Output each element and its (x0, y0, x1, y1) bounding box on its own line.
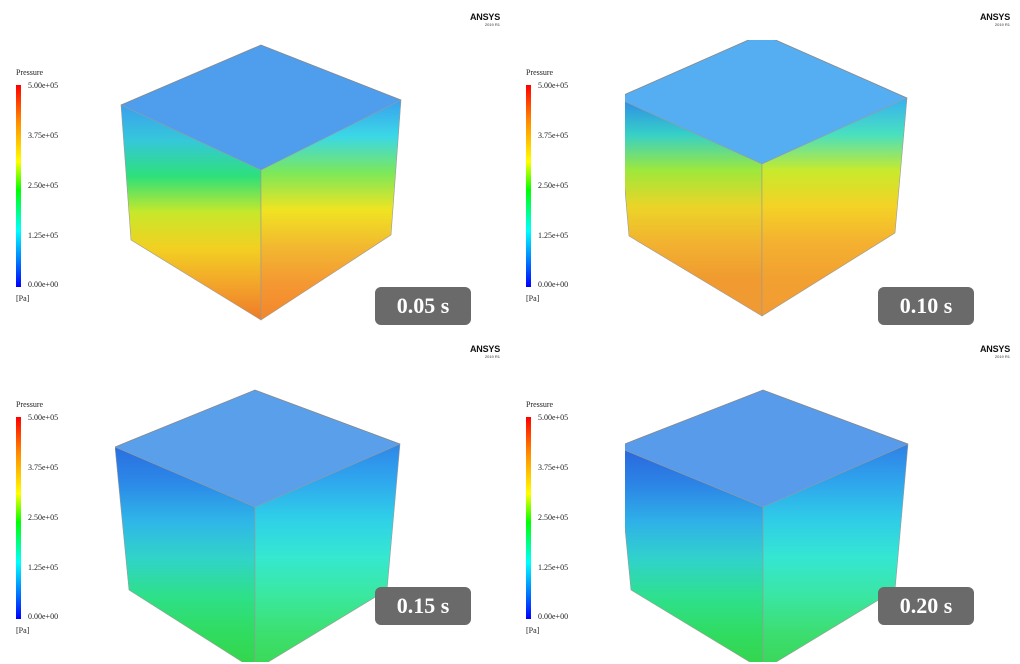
legend-tick: 1.25e+05 (538, 231, 569, 240)
legend-tick: 1.25e+05 (538, 563, 569, 572)
legend-tick: 2.50e+05 (538, 513, 569, 522)
colorbar (526, 417, 531, 619)
contour-panel: ANSYS 2019 R1 Pressure 5.00e+05 3.75e+05… (0, 0, 510, 332)
cube-edges (625, 389, 909, 445)
ansys-logo: ANSYS 2019 R1 (469, 344, 500, 359)
time-badge: 0.10 s (878, 287, 974, 325)
legend-tick: 2.50e+05 (28, 513, 59, 522)
legend-tick: 3.75e+05 (28, 463, 59, 472)
legend-tick: 3.75e+05 (538, 463, 569, 472)
contour-panel: ANSYS 2019 R1 Pressure 5.00e+05 3.75e+05… (0, 332, 510, 664)
legend-tick: 0.00e+00 (538, 612, 569, 621)
cube-edges (120, 44, 402, 106)
cube-left-face (625, 449, 764, 662)
cube-top-face (115, 390, 400, 507)
legend-title: Pressure (16, 68, 44, 77)
legend-tick: 5.00e+05 (28, 413, 59, 422)
legend-title: Pressure (526, 400, 554, 409)
cube-top-face (625, 40, 907, 164)
time-badge: 0.20 s (878, 587, 974, 625)
cube-edges (115, 389, 401, 448)
ansys-logo: ANSYS 2019 R1 (469, 12, 500, 27)
legend-tick: 2.50e+05 (538, 181, 569, 190)
legend-title: Pressure (16, 400, 44, 409)
pressure-legend: Pressure 5.00e+05 3.75e+05 2.50e+05 1.25… (16, 68, 96, 308)
cube-top-face (121, 45, 401, 170)
pressure-cube (625, 389, 909, 662)
legend-tick: 0.00e+00 (538, 280, 569, 289)
cube-left-face (115, 446, 256, 662)
ansys-logo: ANSYS 2019 R1 (979, 12, 1010, 27)
legend-tick: 0.00e+00 (28, 280, 59, 289)
contour-panel: ANSYS 2019 R1 Pressure 5.00e+05 3.75e+05… (510, 0, 1020, 332)
legend-tick: 0.00e+00 (28, 612, 59, 621)
pressure-legend: Pressure 5.00e+05 3.75e+05 2.50e+05 1.25… (526, 400, 606, 640)
time-badge: 0.15 s (375, 587, 471, 625)
contour-panel: ANSYS 2019 R1 Pressure 5.00e+05 3.75e+05… (510, 332, 1020, 664)
ansys-logo: ANSYS 2019 R1 (979, 344, 1010, 359)
legend-unit: [Pa] (16, 626, 30, 635)
legend-tick: 1.25e+05 (28, 231, 59, 240)
colorbar (16, 417, 21, 619)
legend-tick: 5.00e+05 (28, 81, 59, 90)
pressure-legend: Pressure 5.00e+05 3.75e+05 2.50e+05 1.25… (526, 68, 606, 308)
pressure-cube (120, 44, 402, 321)
colorbar (526, 85, 531, 287)
legend-tick: 5.00e+05 (538, 413, 569, 422)
pressure-legend: Pressure 5.00e+05 3.75e+05 2.50e+05 1.25… (16, 400, 96, 640)
legend-tick: 3.75e+05 (28, 131, 59, 140)
legend-tick: 1.25e+05 (28, 563, 59, 572)
legend-unit: [Pa] (16, 294, 30, 303)
pressure-cube (115, 389, 401, 662)
legend-tick: 2.50e+05 (28, 181, 59, 190)
legend-tick: 3.75e+05 (538, 131, 569, 140)
legend-unit: [Pa] (526, 626, 540, 635)
legend-unit: [Pa] (526, 294, 540, 303)
colorbar (16, 85, 21, 287)
cube-edges (625, 40, 908, 99)
cube-right-face (761, 97, 908, 317)
cube-right-face (260, 99, 402, 321)
time-badge: 0.05 s (375, 287, 471, 325)
legend-title: Pressure (526, 68, 554, 77)
cube-top-face (625, 390, 908, 507)
legend-tick: 5.00e+05 (538, 81, 569, 90)
pressure-cube (625, 40, 908, 317)
